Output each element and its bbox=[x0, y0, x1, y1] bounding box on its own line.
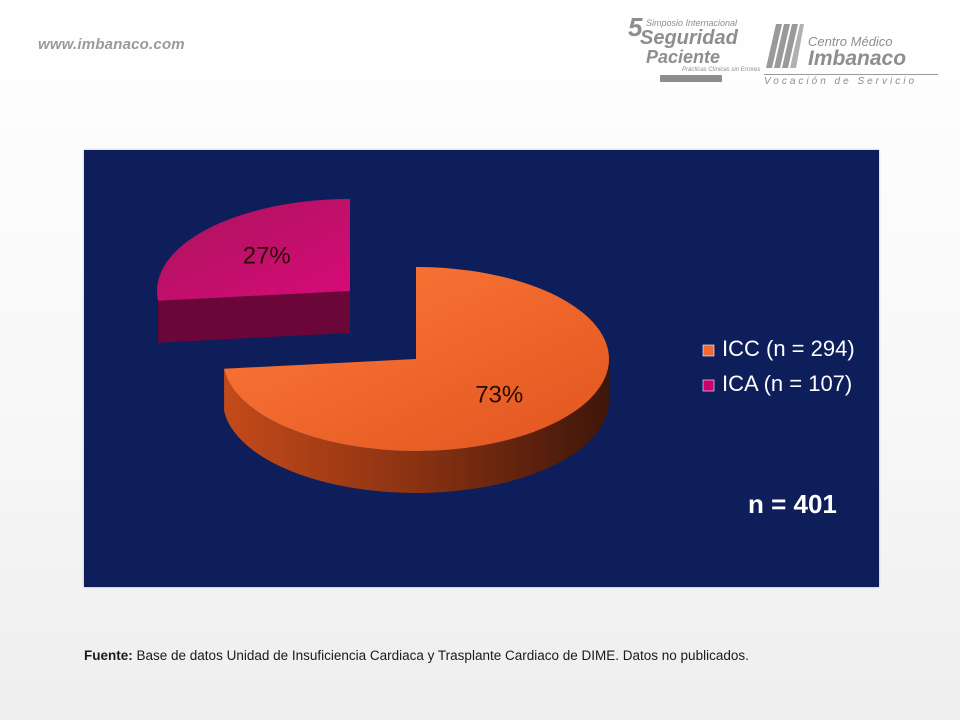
symposium-number: 5 bbox=[628, 12, 643, 42]
legend-item: ICC (n = 294) bbox=[702, 336, 855, 361]
source-footnote: Fuente: Base de datos Unidad de Insufici… bbox=[84, 648, 904, 663]
imbanaco-mark-icon bbox=[766, 24, 804, 68]
symposium-word-seguridad: Seguridad bbox=[640, 27, 738, 49]
pie-annotation: n = 401 bbox=[748, 489, 837, 519]
pie-slice-ica: 27% bbox=[157, 199, 350, 343]
pie-slice-ica-cut-face bbox=[158, 291, 350, 343]
pie-slice-ica-percent-label: 27% bbox=[243, 242, 291, 269]
pie-slice-ica-side bbox=[157, 291, 159, 343]
pie-slice-icc-percent-label: 73% bbox=[475, 382, 523, 409]
chart-panel: 27% 73% ICC (n = 294) ICA (n = 107) n = 40… bbox=[84, 150, 879, 587]
symposium-subtitle: Prácticas Clínicas sin Errores bbox=[682, 67, 761, 73]
symposium-title: Simposio Internacional bbox=[646, 18, 738, 28]
legend-label: ICC (n = 294) bbox=[722, 336, 855, 361]
symposium-date-bar bbox=[660, 75, 722, 82]
symposium-word-paciente: Paciente bbox=[646, 47, 721, 67]
site-url[interactable]: www.imbanaco.com bbox=[38, 36, 185, 53]
pie-slice-ica-top bbox=[157, 199, 350, 301]
imbanaco-divider bbox=[764, 74, 938, 75]
footnote-label: Fuente: bbox=[84, 648, 133, 663]
pie-chart: 27% 73% ICC (n = 294) ICA (n = 107) n = 40… bbox=[157, 199, 855, 519]
symposium-logo: 5 Simposio Internacional Seguridad Pacie… bbox=[624, 12, 760, 90]
legend-swatch bbox=[702, 379, 715, 392]
pie-slice-icc-top bbox=[224, 267, 610, 451]
pie-slice-icc: 73% bbox=[224, 267, 610, 493]
footnote-text: Base de datos Unidad de Insuficiencia Ca… bbox=[132, 648, 749, 663]
imbanaco-name: Imbanaco bbox=[808, 47, 907, 70]
legend-item: ICA (n = 107) bbox=[702, 371, 852, 396]
pie-slice-icc-side bbox=[224, 359, 610, 493]
imbanaco-line1: Centro Médico bbox=[808, 34, 893, 49]
imbanaco-tagline: Vocación de Servicio bbox=[764, 76, 918, 87]
legend-swatch bbox=[702, 344, 715, 357]
legend-label: ICA (n = 107) bbox=[722, 371, 852, 396]
imbanaco-logo: Centro Médico Imbanaco Vocación de Servi… bbox=[760, 20, 940, 90]
